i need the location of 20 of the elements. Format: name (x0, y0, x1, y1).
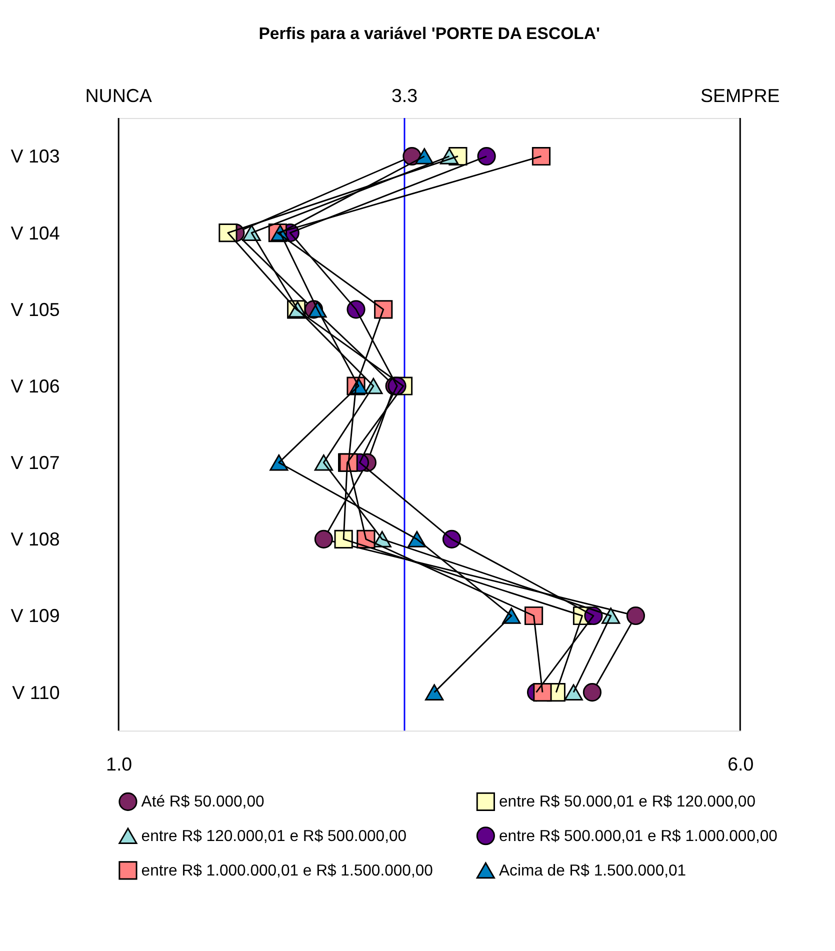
ref-line-label: 3.3 (391, 85, 418, 106)
legend-label: Acima de R$ 1.500.000,01 (499, 862, 686, 880)
y-tick-label: V 107 (10, 452, 60, 474)
y-tick-label: V 110 (12, 682, 60, 703)
y-tick-label: V 104 (10, 222, 60, 244)
y-tick-label: V 106 (10, 375, 60, 396)
y-tick-label: V 103 (10, 146, 60, 167)
ref-line-label: SEMPRE (700, 85, 780, 106)
y-tick-label: V 109 (10, 605, 60, 626)
chart-title: Perfis para a variável 'PORTE DA ESCOLA' (258, 24, 600, 43)
legend-label: entre R$ 1.000.000,01 e R$ 1.500.000,00 (141, 862, 434, 880)
x-tick-label: 6.0 (728, 754, 754, 775)
ref-line-label: NUNCA (85, 85, 152, 106)
legend-label: entre R$ 50.000,01 e R$ 120.000,00 (499, 794, 756, 811)
y-tick-label: V 105 (10, 298, 60, 320)
y-tick-label: V 108 (10, 528, 60, 550)
legend-label: entre R$ 120.000,01 e R$ 500.000,00 (141, 828, 407, 845)
x-tick-label: 1.0 (106, 754, 132, 775)
legend-label: Até R$ 50.000,00 (141, 794, 264, 811)
legend-label: entre R$ 500.000,01 e R$ 1.000.000,00 (499, 828, 778, 845)
